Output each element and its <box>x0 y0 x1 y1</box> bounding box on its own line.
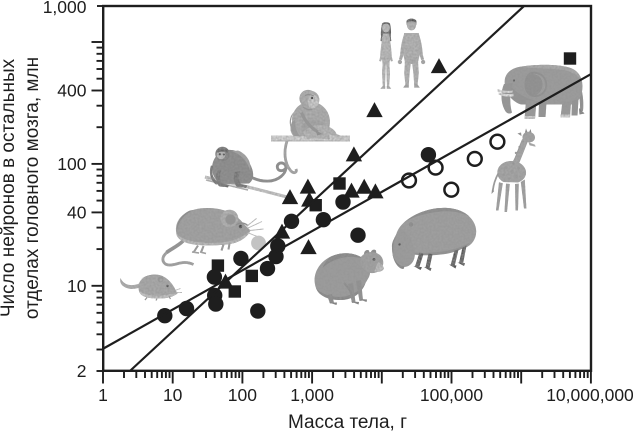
svg-text:100: 100 <box>228 385 257 405</box>
svg-text:отделах головного мозга, млн: отделах головного мозга, млн <box>22 57 43 319</box>
svg-text:1: 1 <box>98 385 108 405</box>
svg-text:1,000: 1,000 <box>43 0 87 17</box>
svg-text:Число нейронов в остальных: Число нейронов в остальных <box>0 58 19 317</box>
svg-text:10,000,000: 10,000,000 <box>546 385 633 405</box>
svg-text:100,000: 100,000 <box>420 385 484 405</box>
svg-text:1,000: 1,000 <box>290 385 334 405</box>
svg-text:400: 400 <box>57 81 86 101</box>
svg-text:10: 10 <box>67 276 87 296</box>
svg-text:2: 2 <box>77 361 87 381</box>
svg-text:Масса тела, г: Масса тела, г <box>288 412 407 433</box>
svg-text:10: 10 <box>163 385 183 405</box>
svg-text:40: 40 <box>67 202 87 222</box>
svg-text:100: 100 <box>57 154 86 174</box>
